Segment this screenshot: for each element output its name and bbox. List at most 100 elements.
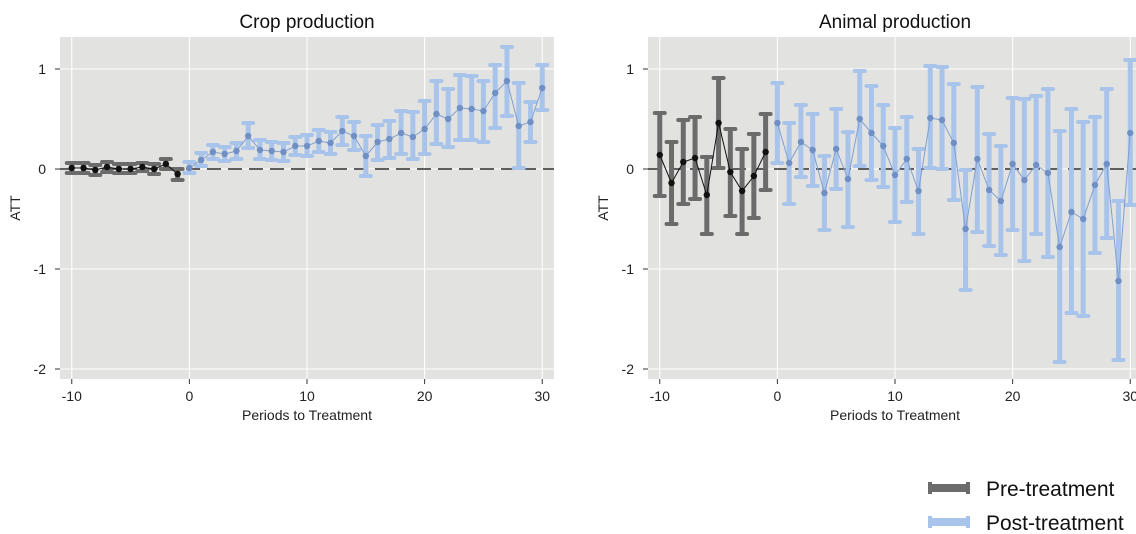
- data-point: [738, 187, 746, 195]
- data-point: [785, 159, 793, 167]
- data-point: [103, 163, 111, 171]
- plot-area: [60, 37, 554, 379]
- chart-panel-2: Animal production-10 0 10 20 3010-1-2Periods…: [595, 12, 1136, 423]
- data-point: [1103, 160, 1110, 168]
- data-point: [456, 104, 464, 112]
- data-point: [503, 77, 511, 85]
- data-point: [974, 155, 981, 163]
- data-point: [244, 132, 252, 140]
- x-tick-label: 20: [417, 388, 433, 404]
- data-point: [1021, 176, 1028, 184]
- data-point: [150, 165, 158, 173]
- data-point: [362, 152, 370, 160]
- data-point: [880, 142, 887, 150]
- data-point: [339, 127, 346, 135]
- data-point: [233, 147, 240, 155]
- data-point: [127, 165, 134, 173]
- data-point: [280, 148, 287, 156]
- data-point: [174, 170, 181, 178]
- y-tick-label: 0: [626, 161, 634, 177]
- data-point: [856, 115, 863, 123]
- data-point: [938, 116, 946, 124]
- data-point: [515, 122, 522, 130]
- data-point: [115, 165, 123, 173]
- legend-key-pre-treatment: [928, 482, 970, 494]
- data-point: [374, 138, 381, 146]
- data-point: [950, 139, 958, 147]
- y-tick-label: -2: [622, 361, 635, 377]
- data-point: [915, 187, 922, 195]
- data-point: [421, 125, 428, 133]
- data-point: [762, 148, 769, 156]
- data-point: [1115, 277, 1122, 285]
- data-point: [397, 129, 405, 137]
- data-point: [92, 166, 99, 174]
- plot-background: [648, 37, 1136, 379]
- data-point: [409, 133, 417, 141]
- data-point: [656, 151, 663, 159]
- data-point: [1079, 215, 1087, 223]
- data-point: [727, 168, 734, 176]
- x-tick-label: 0: [773, 388, 781, 404]
- data-point: [703, 191, 711, 199]
- data-point: [997, 197, 1005, 205]
- data-point: [491, 89, 499, 97]
- data-point: [797, 138, 805, 146]
- data-point: [680, 158, 687, 166]
- legend-label: Post-treatment: [986, 512, 1124, 534]
- data-point: [927, 114, 934, 122]
- data-point: [268, 147, 275, 155]
- legend-key-post-treatment: [928, 516, 970, 528]
- data-point: [480, 107, 487, 115]
- data-point: [221, 150, 228, 158]
- data-point: [386, 135, 393, 143]
- data-point: [68, 164, 75, 172]
- data-point: [809, 146, 816, 154]
- x-tick-label: 10: [299, 388, 315, 404]
- x-tick-label: 30: [1122, 388, 1136, 404]
- series-line: [659, 122, 767, 196]
- data-point: [821, 189, 828, 197]
- chart-title: Crop production: [239, 12, 374, 33]
- x-axis-label: Periods to Treatment: [242, 407, 372, 423]
- data-point: [891, 171, 899, 179]
- data-point: [1044, 169, 1052, 177]
- data-point: [668, 179, 675, 187]
- legend: Pre-treatment Post-treatment: [928, 478, 1124, 534]
- data-point: [315, 137, 322, 145]
- y-axis-label: ATT: [7, 195, 23, 221]
- y-tick-label: 0: [38, 161, 46, 177]
- data-point: [868, 129, 875, 137]
- x-tick-label: -10: [650, 388, 670, 404]
- data-point: [209, 148, 217, 156]
- data-point: [750, 172, 758, 180]
- data-point: [468, 105, 475, 113]
- data-point: [433, 110, 440, 118]
- x-axis-label: Periods to Treatment: [830, 407, 960, 423]
- data-point: [139, 163, 146, 171]
- x-tick-label: 10: [887, 388, 903, 404]
- x-tick-label: 30: [534, 388, 550, 404]
- data-point: [832, 145, 840, 153]
- y-tick-label: -2: [34, 361, 47, 377]
- data-point: [186, 164, 193, 172]
- data-point: [256, 146, 264, 154]
- x-tick-label: -10: [62, 388, 82, 404]
- data-point: [715, 119, 722, 127]
- legend-label: Pre-treatment: [986, 478, 1115, 501]
- x-tick-label: 20: [1005, 388, 1021, 404]
- data-point: [327, 139, 334, 147]
- x-tick-label: 0: [185, 388, 193, 404]
- data-point: [844, 175, 852, 183]
- data-point: [1032, 161, 1040, 169]
- data-point: [292, 142, 299, 150]
- data-point: [1068, 208, 1075, 216]
- data-point: [539, 84, 546, 92]
- data-point: [444, 115, 452, 123]
- data-point: [1127, 129, 1134, 137]
- data-point: [962, 225, 969, 233]
- y-tick-label: 1: [38, 61, 46, 77]
- data-point: [1091, 181, 1099, 189]
- chart-title: Animal production: [819, 12, 971, 33]
